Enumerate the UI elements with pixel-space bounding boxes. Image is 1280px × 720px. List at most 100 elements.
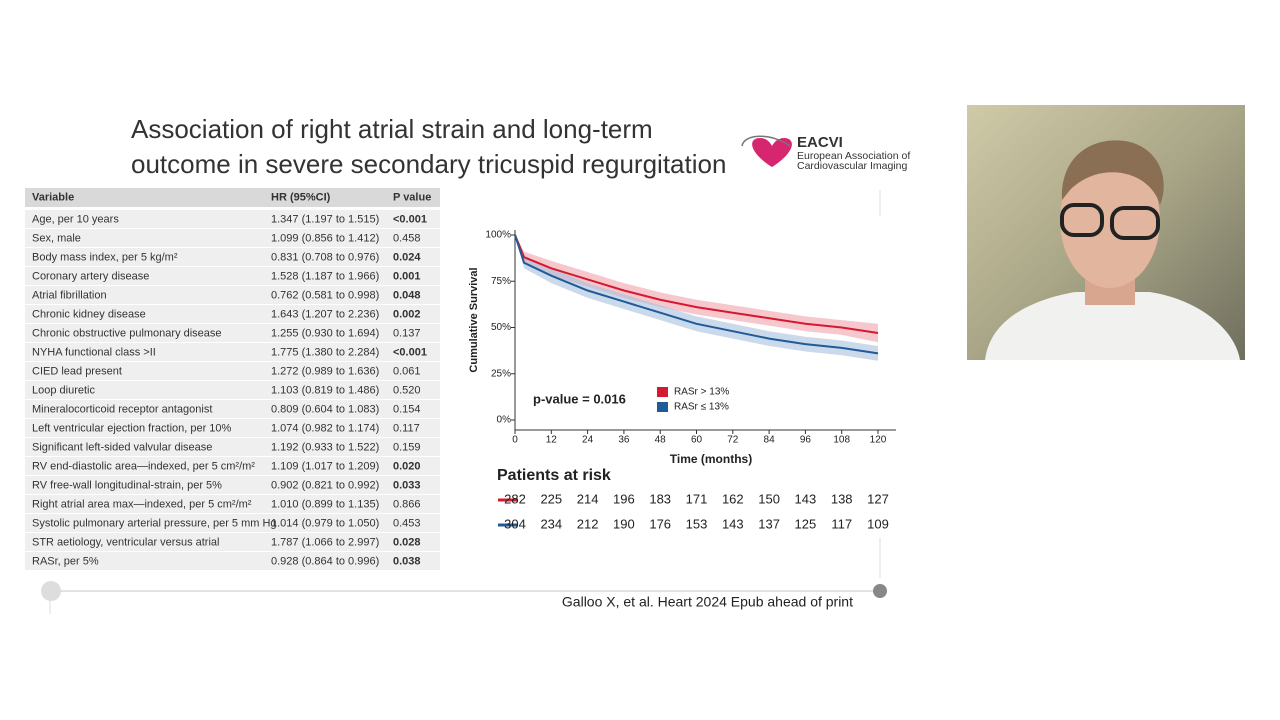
table-cell: 0.831 (0.708 to 0.976) <box>271 251 379 263</box>
x-tick-label: 84 <box>764 435 776 446</box>
table-header-bg <box>25 188 440 207</box>
logo-name: EACVI <box>797 134 843 151</box>
table-header: Variable <box>32 191 74 203</box>
km-chart: Time (months) Cumulative Survival p-valu… <box>468 230 896 466</box>
x-tick-label: 48 <box>655 435 667 446</box>
table-row-bg <box>25 533 440 551</box>
x-tick-label: 96 <box>800 435 812 446</box>
risk-count: 190 <box>613 516 635 531</box>
risk-count: 225 <box>540 491 562 506</box>
table-cell: RASr, per 5% <box>32 555 99 567</box>
risk-count: 109 <box>867 516 889 531</box>
table-cell: 1.014 (0.979 to 1.050) <box>271 517 379 529</box>
table-cell: Left ventricular ejection fraction, per … <box>32 422 232 434</box>
table-cell: 0.033 <box>393 479 421 491</box>
table-cell: Right atrial area max—indexed, per 5 cm²… <box>32 498 252 510</box>
table-row-bg <box>25 476 440 494</box>
risk-count: 176 <box>649 516 671 531</box>
risk-count: 125 <box>795 516 817 531</box>
table-cell: <0.001 <box>393 346 427 358</box>
y-tick-label: 0% <box>497 415 512 426</box>
table-cell: 0.809 (0.604 to 1.083) <box>271 403 379 415</box>
person-body <box>985 292 1240 360</box>
logo: EACVI European Association of Cardiovasc… <box>741 134 910 172</box>
risk-count: 153 <box>686 516 708 531</box>
y-tick-label: 50% <box>491 322 511 333</box>
table-cell: NYHA functional class >II <box>32 346 156 358</box>
table-cell: <0.001 <box>393 213 427 225</box>
table-row-bg <box>25 210 440 228</box>
table-cell: 1.787 (1.066 to 2.997) <box>271 536 379 548</box>
risk-title: Patients at risk <box>497 467 611 484</box>
risk-count: 196 <box>613 491 635 506</box>
table-cell: 0.762 (0.581 to 0.998) <box>271 289 379 301</box>
table-cell: 0.117 <box>393 422 420 434</box>
table-cell: Coronary artery disease <box>32 270 149 282</box>
y-tick-label: 25% <box>491 368 511 379</box>
annotation: p-value = 0.016 <box>533 391 626 406</box>
person-hair <box>1061 140 1164 205</box>
table-cell: 0.866 <box>393 498 421 510</box>
table-row-bg <box>25 381 440 399</box>
survival-line <box>514 234 879 355</box>
table-cell: 1.192 (0.933 to 1.522) <box>271 441 379 453</box>
table-row-bg <box>25 552 440 570</box>
x-tick-label: 24 <box>582 435 594 446</box>
risk-count: 150 <box>758 491 780 506</box>
logo-text: Cardiovascular Imaging <box>797 160 907 172</box>
table-cell: 0.520 <box>393 384 421 396</box>
table-cell: 0.137 <box>393 327 421 339</box>
table-cell: 0.154 <box>393 403 421 415</box>
glasses <box>1110 206 1160 240</box>
risk-count: 212 <box>577 516 599 531</box>
table-cell: 0.048 <box>393 289 421 301</box>
start-knob[interactable] <box>41 581 61 601</box>
risk-count: 143 <box>722 516 744 531</box>
table-row-bg <box>25 514 440 532</box>
legend-swatch <box>657 387 668 397</box>
table-row-bg <box>25 305 440 323</box>
legend-swatch <box>657 402 668 412</box>
x-tick-label: 0 <box>512 435 518 446</box>
table-cell: 1.010 (0.899 to 1.135) <box>271 498 379 510</box>
risk-count: 304 <box>504 516 526 531</box>
table-cell: 0.453 <box>393 517 421 529</box>
survival-line <box>514 234 879 335</box>
confidence-band <box>515 235 878 343</box>
table-row-bg <box>25 362 440 380</box>
confidence-band <box>515 235 878 361</box>
table-cell: 0.024 <box>393 251 421 263</box>
table-row-bg <box>25 267 440 285</box>
progress-bar <box>41 581 887 614</box>
table-cell: 1.074 (0.982 to 1.174) <box>271 422 379 434</box>
table-cell: 1.528 (1.187 to 1.966) <box>271 270 379 282</box>
y-tick-label: 75% <box>491 276 511 287</box>
table-cell: RV free-wall longitudinal-strain, per 5% <box>32 479 222 491</box>
table-row-bg <box>25 457 440 475</box>
table-cell: 1.643 (1.207 to 2.236) <box>271 308 379 320</box>
table-cell: 0.002 <box>393 308 421 320</box>
risk-count: 282 <box>504 491 526 506</box>
table-cell: Significant left-sided valvular disease <box>32 441 212 453</box>
x-tick-label: 72 <box>727 435 739 446</box>
risk-count: 137 <box>758 516 780 531</box>
table-row-bg <box>25 229 440 247</box>
table-cell: 0.020 <box>393 460 421 472</box>
risk-count: 183 <box>649 491 671 506</box>
end-knob[interactable] <box>873 584 887 598</box>
y-axis-label: Cumulative Survival <box>468 267 480 372</box>
risk-count: 171 <box>686 491 708 506</box>
y-tick-label: 100% <box>485 230 511 241</box>
x-tick-label: 12 <box>546 435 558 446</box>
table-cell: 1.103 (0.819 to 1.486) <box>271 384 379 396</box>
x-tick-label: 120 <box>870 435 887 446</box>
table-cell: RV end-diastolic area—indexed, per 5 cm²… <box>32 460 255 472</box>
table-cell: Chronic kidney disease <box>32 308 146 320</box>
x-tick-label: 60 <box>691 435 703 446</box>
table-cell: Mineralocorticoid receptor antagonist <box>32 403 212 415</box>
logo-heart <box>752 138 792 167</box>
table-cell: 0.038 <box>393 555 421 567</box>
table-cell: 1.099 (0.856 to 1.412) <box>271 232 379 244</box>
table-row-bg <box>25 495 440 513</box>
